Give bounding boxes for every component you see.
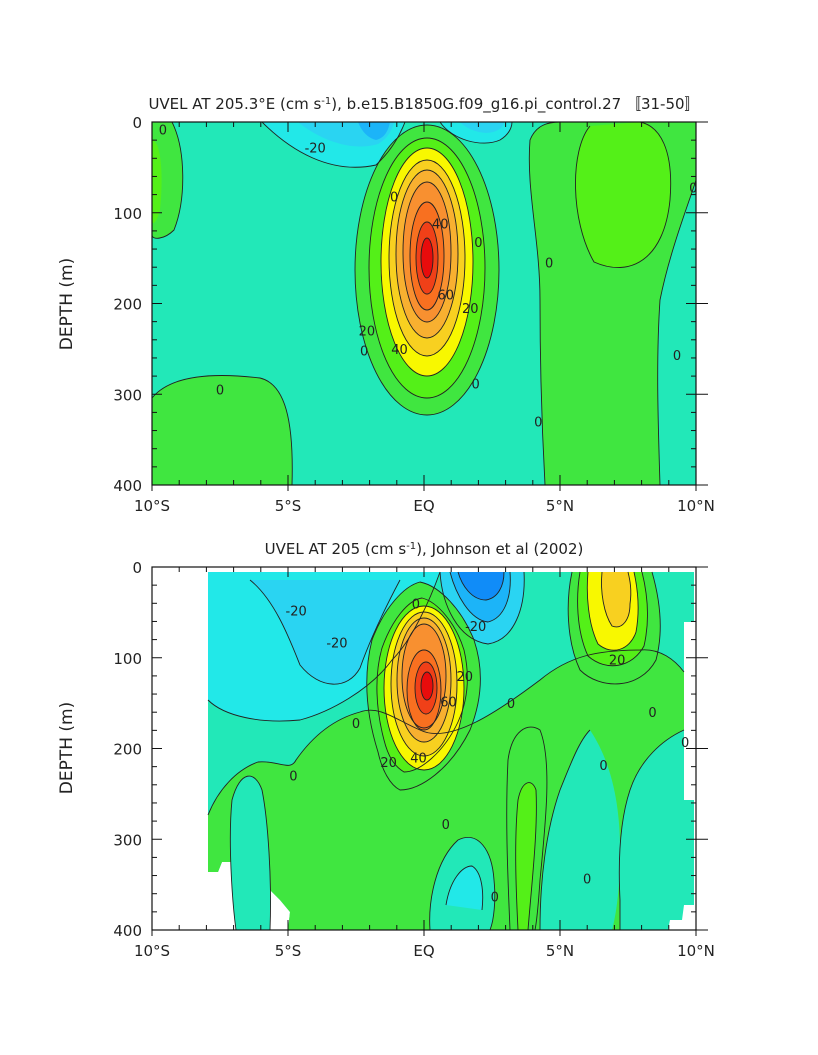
westward-band (250, 580, 400, 685)
chart-title: UVEL AT 205 (cm s-1), Johnson et al (200… (265, 540, 584, 558)
x-tick-label: 10°N (677, 942, 715, 960)
contour-label: 0 (289, 770, 297, 785)
y-tick-label: 100 (113, 205, 142, 223)
eastward-jet (601, 572, 631, 627)
contour-label: 0 (507, 697, 515, 712)
y-tick-label: 0 (132, 114, 142, 132)
westward-core (358, 122, 390, 140)
euc-contour (421, 238, 433, 278)
contour-label: 20 (380, 756, 397, 771)
contour-label: 0 (442, 818, 450, 833)
x-tick-label: 10°S (134, 942, 170, 960)
eastward-lobe (152, 140, 162, 223)
contour-label: 0 (474, 236, 482, 251)
eastward-lobe (575, 122, 671, 268)
contour-labels: 0 -20 0 40 0 0 60 20 20 40 0 0 0 0 0 0 (159, 123, 697, 430)
contour-label: 0 (491, 890, 499, 905)
eastward-field (540, 730, 620, 930)
eastward-field (230, 776, 271, 930)
contour-label: 0 (390, 190, 398, 205)
contour-label: 0 (648, 706, 656, 721)
contour-label: 20 (359, 325, 376, 340)
x-tick-label: 5°N (546, 942, 574, 960)
y-tick-label: 400 (113, 477, 142, 495)
x-tick-label: 5°S (275, 497, 302, 515)
contour-label: 0 (352, 717, 360, 732)
contour-lines (207, 571, 685, 930)
contour-label: -20 (286, 605, 307, 620)
y-tick-label: 100 (113, 650, 142, 668)
contour-label: 0 (599, 759, 607, 774)
y-tick-label: 400 (113, 922, 142, 940)
contour-label: 0 (412, 597, 420, 612)
y-tick-label: 200 (113, 741, 142, 759)
contour-label: 0 (689, 181, 697, 196)
contour-label: 0 (472, 377, 480, 392)
euc-contour (421, 672, 433, 700)
contour-field: 0 -20 0 40 0 0 60 20 20 40 0 0 0 0 0 0 (152, 122, 697, 485)
contour-label: 0 (216, 384, 224, 399)
x-tick-label: 10°N (677, 497, 715, 515)
contour-label: 20 (462, 302, 479, 317)
contour-label: 40 (410, 752, 427, 767)
contour-label: 40 (432, 218, 449, 233)
westward-core (460, 122, 504, 133)
contour-label: -20 (326, 636, 347, 651)
eastward-field (446, 866, 483, 910)
contour-label: 0 (583, 872, 591, 887)
eastward-lobe (657, 180, 696, 485)
y-tick-label: 200 (113, 296, 142, 314)
contour-label: 0 (360, 345, 368, 360)
x-tick-label: EQ (413, 497, 434, 515)
panel-top: UVEL AT 205.3°E (cm s-1), b.e15.B1850G.f… (57, 95, 715, 515)
y-tick-label: 300 (113, 831, 142, 849)
panel-bottom: UVEL AT 205 (cm s-1), Johnson et al (200… (57, 540, 715, 960)
contour-label: -20 (465, 620, 486, 635)
x-tick-label: 5°N (546, 497, 574, 515)
x-tick-label: EQ (413, 942, 434, 960)
y-axis-label: DEPTH (m) (57, 702, 77, 794)
y-tick-label: 300 (113, 386, 142, 404)
contour-label: 0 (673, 349, 681, 364)
contour-lines (152, 122, 696, 485)
eastward-jet (515, 782, 537, 930)
x-tick-label: 5°S (275, 942, 302, 960)
chart-title: UVEL AT 205.3°E (cm s-1), b.e15.B1850G.f… (148, 95, 699, 114)
contour-label: 0 (545, 257, 553, 272)
contour-label: 60 (437, 288, 454, 303)
contour-label: 40 (391, 343, 408, 358)
contour-label: 0 (681, 736, 689, 751)
contour-label: 0 (534, 415, 542, 430)
y-tick-label: 0 (132, 559, 142, 577)
eastward-lobe (152, 375, 293, 485)
y-axis-label: DEPTH (m) (57, 258, 77, 350)
eastward-field (656, 730, 684, 800)
contour-label: 0 (159, 123, 167, 138)
x-tick-label: 10°S (134, 497, 170, 515)
contour-label: 20 (609, 654, 626, 669)
westward-core (458, 572, 504, 600)
contour-label: -20 (305, 141, 326, 156)
contour-label: 20 (457, 670, 474, 685)
contour-label: 60 (440, 695, 457, 710)
